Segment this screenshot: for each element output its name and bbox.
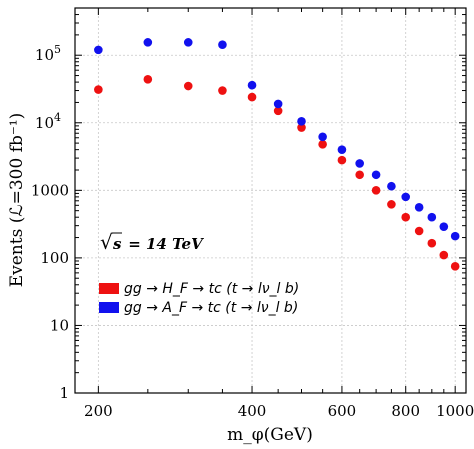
x-tick-label: 800 [391,402,420,420]
axis-ticks [75,7,467,394]
hf-data-point [371,186,381,195]
y-tick-label: 1000 [31,181,69,199]
hf-data-point [273,106,283,116]
hf-data-point [247,92,257,102]
af-data-point [439,222,449,231]
legend: gg → H_F → tc (t → lν_l b) gg → A_F → tc… [99,281,299,316]
y-tick-label: 1 [59,384,69,402]
af-data-point [337,145,347,154]
y-tick-label: 105 [35,43,61,64]
af-data-point [371,170,381,180]
plot-frame [74,7,467,394]
svg-text:√: √ [100,230,113,254]
af-data-point [318,132,327,142]
af-data-point [247,80,257,90]
af-data-point [218,40,227,50]
x-tick-label: 400 [238,402,267,420]
y-tick-label: 100 [40,249,69,267]
af-data-point [183,38,193,47]
svg-text:= 14 TeV: = 14 TeV [123,235,204,253]
y-tick-label: 104 [35,111,61,132]
hf-data-point [439,250,449,260]
af-data-point [401,192,411,202]
legend-label-af: gg → A_F → tc (t → lν_l b) [124,300,298,316]
y-tick-label: 10 [50,316,69,334]
hf-data-point [450,262,460,271]
af-data-point [387,181,396,191]
af-data-point [94,45,103,55]
hf-data-point [337,155,347,165]
hf-data-point [387,200,396,209]
hf-data-point [401,212,411,222]
af-data-point [450,231,460,241]
x-tick-label: 200 [84,402,113,420]
x-tick-label: 1000 [436,402,474,420]
af-data-point [297,117,306,126]
legend-label-hf: gg → H_F → tc (t → lν_l b) [124,281,299,297]
hf-data-point [414,226,424,236]
hf-data-point [427,238,437,248]
x-axis-label: m_φ(GeV) [227,425,313,445]
hf-data-point [297,123,306,132]
energy-annotation: √ s = 14 TeV [100,230,204,254]
hf-data-point [318,140,327,149]
af-data-point [427,212,437,222]
x-tick-label: 600 [328,402,357,420]
legend-swatch-af [99,302,119,313]
legend-swatch-hf [99,283,119,294]
y-axis-label: Events (ℒ=300 fb⁻¹) [7,113,27,288]
hf-data-point [218,86,227,95]
svg-text:s: s [113,235,122,253]
tick-labels: 200 400 600 800 1000 1 10 100 1000 104 105 [31,43,474,420]
hf-data-point [94,85,103,94]
af-data-point [143,38,153,47]
data-points [94,38,460,271]
hf-data-point [183,81,193,91]
af-data-point [355,159,364,168]
hf-data-point [143,75,153,84]
hf-data-point [355,170,364,180]
af-data-point [414,203,424,212]
af-data-point [273,99,283,109]
